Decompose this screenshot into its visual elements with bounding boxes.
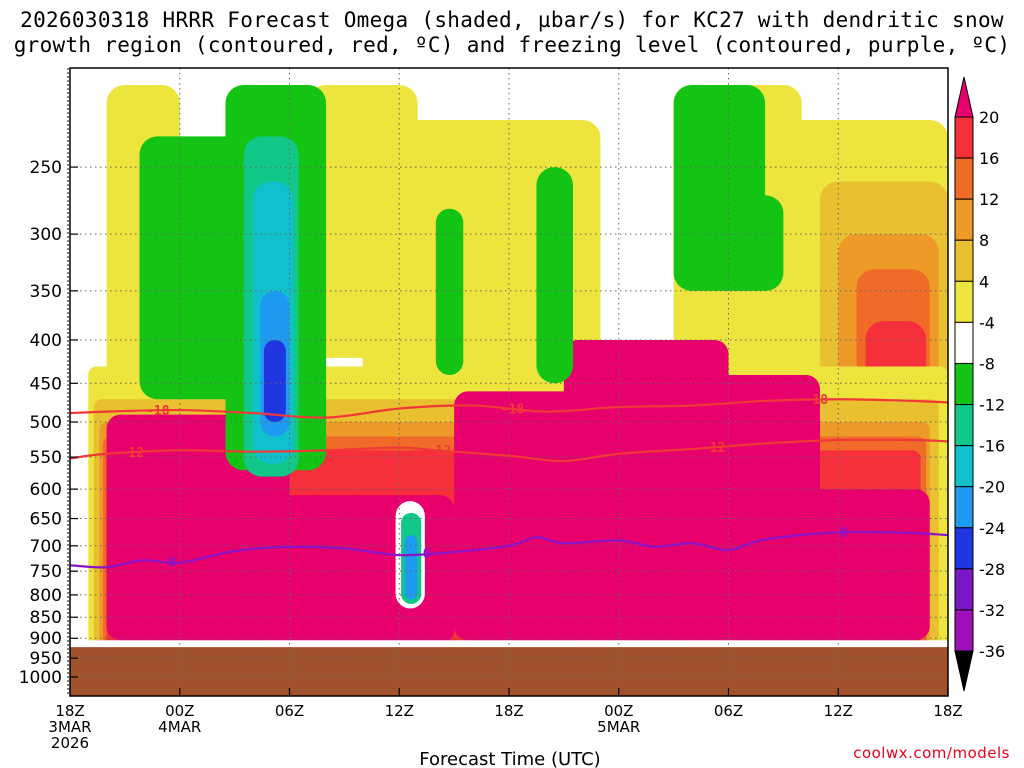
colorbar-segment	[954, 404, 974, 447]
x-tick-label: 18Z	[933, 702, 962, 720]
colorbar-min-arrow	[954, 650, 974, 692]
omega-region	[710, 195, 784, 291]
x-tick-label: 00Z	[165, 702, 194, 720]
colorbar-label: 16	[979, 149, 999, 168]
y-tick-label: 500	[30, 413, 62, 433]
y-tick-label: 550	[30, 448, 62, 468]
chart-title-line1: 2026030318 HRRR Forecast Omega (shaded, …	[20, 8, 1004, 32]
freezing-level-contour-label: 0	[423, 547, 431, 562]
colorbar-label: -28	[979, 560, 1005, 579]
colorbar-label: -36	[979, 642, 1005, 661]
dgz-contour-minus18-label: -18	[805, 393, 829, 408]
x-tick-label: 4MAR	[158, 718, 201, 736]
y-tick-label: 750	[30, 562, 62, 582]
y-tick-label: 300	[30, 225, 62, 245]
dgz-contour-minus12-label: -12	[702, 441, 725, 456]
colorbar-label: -8	[979, 354, 995, 373]
colorbar-segment	[954, 280, 974, 323]
y-tick-label: 400	[30, 331, 62, 351]
dgz-contour-minus18-label: -18	[146, 404, 170, 419]
colorbar-label: 8	[979, 231, 989, 250]
freezing-level-contour-label: 0	[169, 556, 177, 571]
omega-region	[536, 167, 574, 384]
omega-region	[783, 489, 930, 641]
x-tick-label: 12Z	[824, 702, 853, 720]
grid-lines	[70, 68, 948, 696]
colorbar-segment	[954, 568, 974, 611]
chart-title-line2: growth region (contoured, red, ºC) and f…	[13, 33, 1011, 57]
x-tick-label: 12Z	[385, 702, 414, 720]
colorbar-label: -24	[979, 519, 1005, 538]
x-tick-label: 18Z	[494, 702, 523, 720]
dgz-contour-minus12	[70, 438, 948, 463]
colorbar: 20 16 12 8 4 -4 -8 -12 -16 -20 -24 -28 -32 -36	[954, 76, 1005, 692]
colorbar-label: -20	[979, 478, 1005, 497]
colorbar-max-arrow	[954, 76, 974, 118]
credit-link[interactable]: coolwx.com/models	[853, 744, 1010, 762]
colorbar-label: 12	[979, 190, 999, 209]
colorbar-segment	[954, 445, 974, 488]
omega-region	[263, 339, 286, 423]
colorbar-label: 4	[979, 272, 989, 291]
colorbar-label: -12	[979, 396, 1005, 415]
colorbar-segment	[954, 321, 974, 364]
underground-band	[70, 647, 948, 696]
omega-region	[435, 208, 464, 376]
y-tick-label: 350	[30, 282, 62, 302]
x-tick-label: 00Z	[604, 702, 633, 720]
y-tick-label: 800	[30, 586, 62, 606]
omega-region	[139, 136, 253, 400]
colorbar-segment	[954, 527, 974, 570]
x-tick-label: 06Z	[714, 702, 743, 720]
dgz-contour-minus12-label: -12	[428, 444, 451, 459]
omega-region	[106, 414, 290, 641]
colorbar-label: -4	[979, 313, 995, 332]
freezing-level-contour	[70, 530, 948, 569]
contour-lines: -18 -18 -18 -12 -12 -12 0 0 0	[70, 393, 948, 571]
x-axis-label: Forecast Time (UTC)	[419, 749, 600, 768]
y-tick-label: 450	[30, 374, 62, 394]
colorbar-segment	[954, 239, 974, 282]
y-tick-label: 600	[30, 480, 62, 500]
colorbar-segment	[954, 198, 974, 241]
colorbar-label: -16	[979, 437, 1005, 456]
dgz-contour-minus12-label: -12	[120, 446, 143, 461]
x-tick-label: 3MAR	[48, 718, 91, 736]
axes: 2503003504004505005506006507007508008509…	[19, 67, 963, 752]
colorbar-segment	[954, 486, 974, 529]
freezing-level-contour-label: 0	[840, 526, 848, 541]
colorbar-segment	[954, 116, 974, 159]
y-tick-label: 850	[30, 608, 62, 628]
y-tick-label: 950	[30, 649, 62, 669]
colorbar-segment	[954, 362, 974, 406]
omega-region	[404, 535, 418, 600]
x-tick-label: 5MAR	[597, 718, 640, 736]
y-tick-label: 1000	[19, 668, 62, 688]
x-tick-label: 18Z	[55, 702, 84, 720]
x-tick-label: 2026	[51, 734, 89, 752]
omega-field	[70, 68, 948, 696]
y-tick-label: 650	[30, 510, 62, 530]
colorbar-segment	[954, 157, 974, 200]
dgz-contour-minus18-label: -18	[501, 402, 525, 417]
colorbar-segment	[954, 609, 974, 652]
colorbar-label: 20	[979, 108, 999, 127]
omega-region	[271, 495, 455, 645]
x-tick-label: 06Z	[275, 702, 304, 720]
colorbar-label: -32	[979, 601, 1005, 620]
y-tick-label: 250	[30, 158, 62, 178]
y-tick-label: 900	[30, 629, 62, 649]
dgz-contour-minus18	[70, 398, 948, 419]
y-tick-label: 700	[30, 537, 62, 557]
